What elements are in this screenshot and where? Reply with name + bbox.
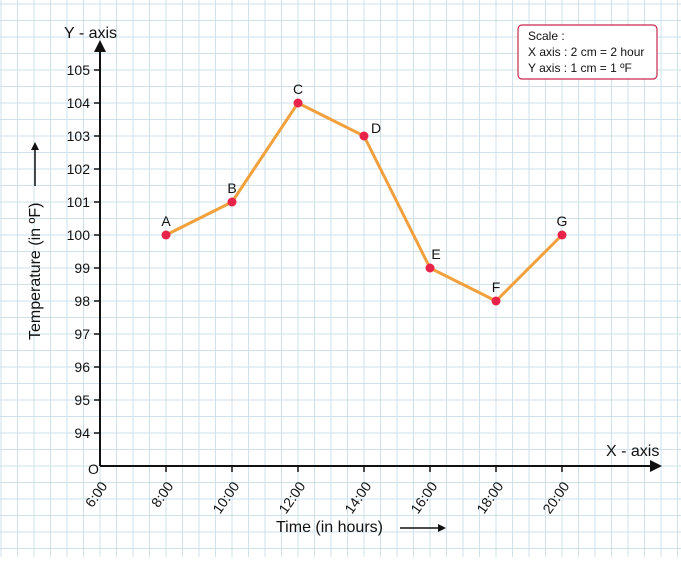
data-point [227,197,237,207]
x-tick-label: 20:00 [539,478,572,516]
y-tick-label: 94 [74,425,90,441]
x-tick-label: 18:00 [473,478,506,516]
point-label: C [293,81,303,97]
x-tick-label: 14:00 [341,478,374,516]
data-points: A B C D E F G [161,81,567,306]
point-label: D [371,120,381,136]
y-tick-label: 99 [74,260,90,276]
origin-label: O [88,461,99,477]
point-label: F [492,279,501,295]
y-axis-title: Y - axis [64,25,117,42]
point-label: A [161,213,171,229]
y-axis-arrow-icon [94,40,106,52]
y-tick-label: 104 [67,95,91,111]
x-tick-label: 8:00 [148,478,177,510]
y-ticks: 94 95 96 97 98 99 100 101 102 103 104 105 [67,62,100,441]
data-point [557,230,567,240]
scale-x: X axis : 2 cm = 2 hour [528,45,644,59]
x-tick-label: 6:00 [82,478,111,510]
x-ticks: 6:00 8:00 10:00 12:00 14:00 16:00 18:00 20:00 [82,466,573,516]
data-point [491,296,501,306]
y-axis-label-arrow-icon [31,142,39,186]
data-point [425,263,435,273]
x-tick-label: 12:00 [275,478,308,516]
y-tick-label: 98 [74,293,90,309]
point-label: E [431,246,440,262]
y-tick-label: 96 [74,359,90,375]
x-tick-label: 16:00 [407,478,440,516]
scale-title: Scale : [528,29,565,43]
y-tick-label: 105 [67,62,91,78]
y-tick-label: 95 [74,392,90,408]
x-axis-label: Time (in hours) [276,519,383,536]
data-point [161,230,171,240]
data-point [293,98,303,108]
scale-y: Y axis : 1 cm = 1 ºF [528,61,632,75]
point-label: B [227,180,236,196]
y-axis-label: Temperature (in ºF) [27,203,44,340]
x-axis-title: X - axis [606,443,659,460]
axes [94,40,662,472]
x-tick-label: 10:00 [209,478,242,516]
x-axis-arrow-icon [650,460,662,472]
data-point [359,131,369,141]
y-tick-label: 102 [67,161,91,177]
point-label: G [557,213,568,229]
y-tick-label: 101 [67,194,91,210]
y-tick-label: 103 [67,128,91,144]
y-tick-label: 100 [67,227,91,243]
scale-box: Scale : X axis : 2 cm = 2 hour Y axis : … [517,24,658,80]
scale-box-border [517,24,658,80]
y-tick-label: 97 [74,326,90,342]
x-axis-label-arrow-icon [400,524,446,532]
